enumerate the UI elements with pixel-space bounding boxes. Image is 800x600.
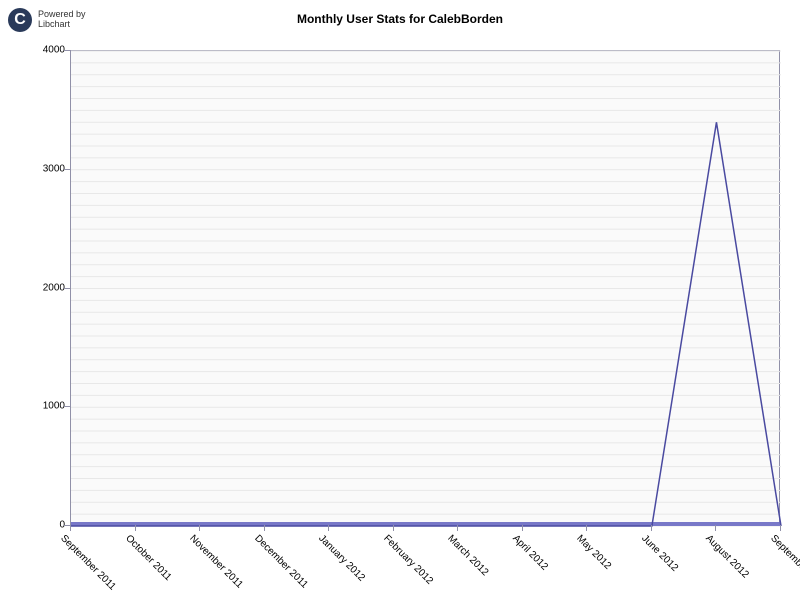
x-tick-label: September 2011 — [58, 533, 118, 593]
x-tick-mark — [715, 525, 716, 531]
x-tick-label: December 2011 — [252, 533, 310, 591]
y-tick-mark — [64, 406, 70, 407]
x-tick-mark — [135, 525, 136, 531]
x-tick-mark — [264, 525, 265, 531]
x-tick-label: September 2012 — [768, 533, 800, 593]
x-tick-mark — [70, 525, 71, 531]
logo-letter: C — [14, 11, 26, 29]
y-tick-label: 1000 — [5, 401, 65, 412]
x-tick-label: January 2012 — [316, 533, 367, 584]
x-tick-mark — [393, 525, 394, 531]
x-tick-label: April 2012 — [510, 533, 550, 573]
x-tick-mark — [651, 525, 652, 531]
y-tick-label: 3000 — [5, 163, 65, 174]
x-tick-mark — [199, 525, 200, 531]
y-tick-label: 2000 — [5, 282, 65, 293]
x-tick-label: August 2012 — [704, 533, 751, 580]
chart-container: 0 1000 2000 3000 4000 September 2011October … — [0, 40, 800, 600]
plot-area — [70, 50, 780, 525]
y-tick-mark — [64, 50, 70, 51]
branding-block: C Powered by Libchart — [8, 8, 86, 32]
powered-by-label: Powered by Libchart — [38, 10, 86, 30]
x-tick-mark — [457, 525, 458, 531]
x-tick-label: November 2011 — [187, 533, 245, 591]
x-tick-label: May 2012 — [575, 533, 614, 572]
y-tick-label: 0 — [5, 520, 65, 531]
y-tick-mark — [64, 288, 70, 289]
x-tick-mark — [780, 525, 781, 531]
x-tick-label: October 2011 — [123, 533, 173, 583]
x-tick-mark — [328, 525, 329, 531]
powered-by-line2: Libchart — [38, 20, 86, 30]
y-tick-label: 4000 — [5, 45, 65, 56]
x-tick-label: March 2012 — [445, 533, 490, 578]
x-tick-label: June 2012 — [639, 533, 680, 574]
x-tick-mark — [522, 525, 523, 531]
y-tick-mark — [64, 169, 70, 170]
chart-title: Monthly User Stats for CalebBorden — [297, 12, 503, 26]
libchart-logo-icon: C — [8, 8, 32, 32]
x-tick-mark — [586, 525, 587, 531]
x-tick-label: February 2012 — [381, 533, 435, 587]
line-chart-svg — [71, 51, 779, 524]
